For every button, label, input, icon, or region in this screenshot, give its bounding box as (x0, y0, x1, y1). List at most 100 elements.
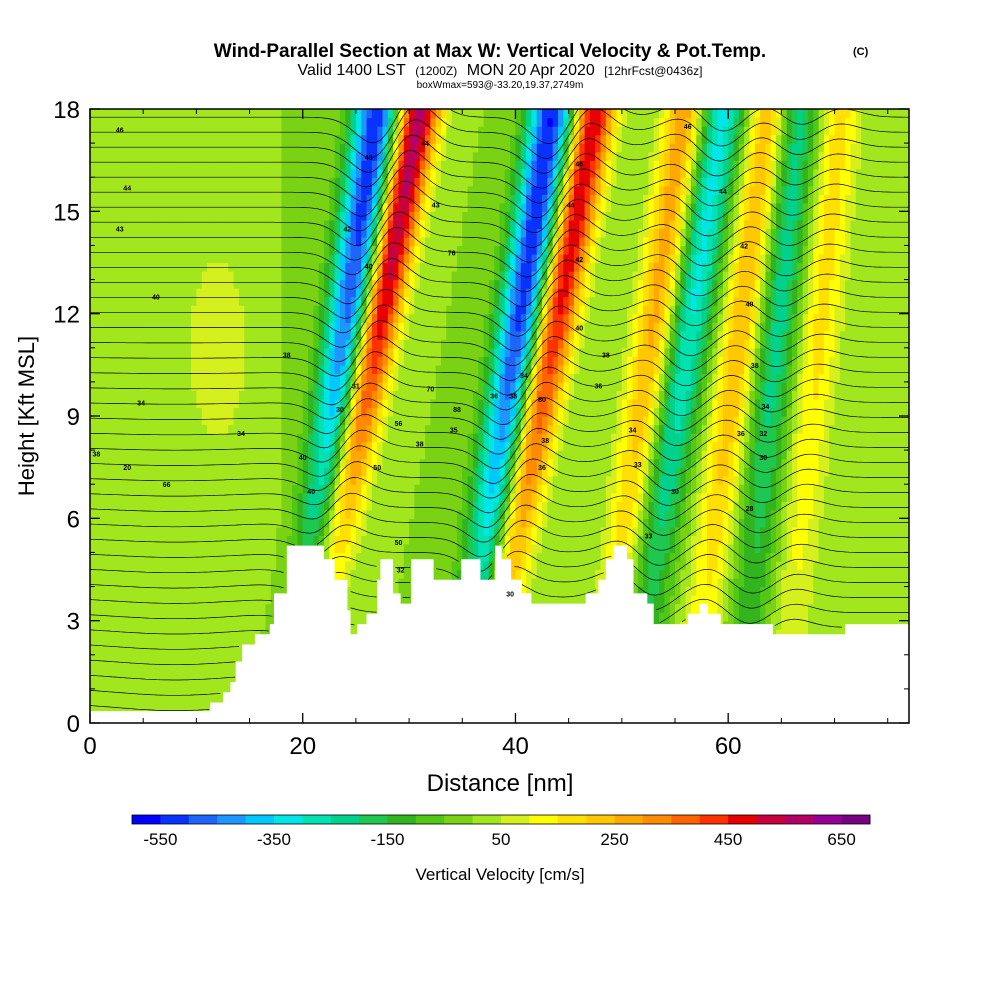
theta-label: 42 (575, 257, 583, 264)
subtitle-forecast: [12hrFcst@0436z] (604, 64, 702, 78)
y-axis-label: Height [Kft MSL] (14, 336, 39, 496)
colorbar: -550 -350 -150 50 250 450 650 (132, 815, 870, 849)
colorbar-swatch (189, 815, 218, 824)
copyright-mark: (C) (853, 46, 869, 58)
theta-label: 44 (421, 141, 429, 148)
subtitle-utc: (1200Z) (415, 64, 457, 78)
colorbar-swatch (274, 815, 303, 824)
theta-label: 50 (395, 540, 403, 547)
theta-label: 42 (344, 226, 352, 233)
colorbar-swatch (586, 815, 615, 824)
colorbar-label: Vertical Velocity [cm/s] (415, 865, 584, 884)
colorbar-swatch (246, 815, 275, 824)
theta-label: 43 (432, 203, 440, 210)
theta-label: 33 (645, 533, 653, 540)
theta-label: 38 (602, 353, 610, 360)
theta-label: 38 (93, 452, 101, 459)
x-tick-label: 60 (715, 733, 742, 760)
colorbar-swatch (615, 815, 644, 824)
theta-label: 43 (365, 155, 373, 162)
colorbar-tick-label: 50 (492, 830, 511, 849)
colorbar-swatch (558, 815, 587, 824)
theta-label: 36 (737, 431, 745, 438)
colorbar-tick-label: -150 (370, 830, 404, 849)
colorbar-swatch (728, 815, 757, 824)
theta-label: 38 (283, 353, 291, 360)
theta-label: 44 (567, 203, 575, 210)
y-tick-label: 9 (67, 404, 80, 431)
theta-label: 30 (506, 591, 514, 598)
colorbar-tick-label: 450 (714, 830, 742, 849)
colorbar-tick-label: 650 (827, 830, 855, 849)
colorbar-swatch (331, 815, 360, 824)
colorbar-swatch (160, 815, 189, 824)
chart-subtitle: Valid 1400 LST (1200Z) MON 20 Apr 2020 [… (298, 62, 703, 79)
theta-label: 36 (595, 383, 603, 390)
theta-label: 38 (509, 394, 517, 401)
colorbar-swatch (700, 815, 729, 824)
colorbar-swatch (643, 815, 672, 824)
colorbar-swatch (359, 815, 388, 824)
theta-label: 35 (450, 428, 458, 435)
theta-label: 32 (397, 568, 405, 575)
x-tick-label: 40 (502, 733, 529, 760)
colorbar-tick-label: -550 (143, 830, 177, 849)
colorbar-swatch (444, 815, 473, 824)
info-line: boxWmax=593@-33.20,19.37,2749m (417, 80, 584, 91)
theta-label: 32 (759, 431, 767, 438)
y-tick-label: 3 (67, 609, 80, 636)
y-tick-label: 12 (53, 302, 80, 329)
colorbar-swatch (671, 815, 700, 824)
colorbar-swatch (756, 815, 785, 824)
theta-label: 40 (307, 489, 315, 496)
colorbar-swatch (217, 815, 246, 824)
theta-label: 50 (373, 465, 381, 472)
colorbar-swatch (529, 815, 558, 824)
x-axis-label: Distance [nm] (427, 770, 574, 797)
theta-label: 20 (123, 465, 131, 472)
theta-label: 34 (237, 431, 245, 438)
theta-label: 56 (395, 421, 403, 428)
theta-label: 34 (137, 400, 145, 407)
theta-label: 34 (762, 404, 770, 411)
theta-label: 44 (123, 186, 131, 193)
theta-label: 44 (719, 189, 727, 196)
theta-label: 46 (116, 128, 124, 135)
theta-label: 38 (541, 438, 549, 445)
colorbar-swatch (785, 815, 814, 824)
theta-label: 28 (746, 506, 754, 513)
theta-label: 36 (490, 394, 498, 401)
theta-label: 30 (671, 489, 679, 496)
subtitle-date: MON 20 Apr 2020 (467, 62, 595, 79)
colorbar-swatch (132, 815, 161, 824)
theta-label: 33 (634, 462, 642, 469)
theta-label: 31 (352, 383, 360, 390)
theta-label: 66 (163, 482, 171, 489)
theta-label: 34 (629, 428, 637, 435)
theta-label: 38 (416, 441, 424, 448)
colorbar-swatch (842, 815, 871, 824)
theta-label: 34 (520, 373, 528, 380)
y-tick-label: 18 (53, 97, 80, 124)
y-tick-label: 0 (67, 711, 80, 738)
theta-label: 70 (427, 387, 435, 394)
colorbar-swatch (387, 815, 416, 824)
theta-label: 40 (299, 455, 307, 462)
x-tick-label: 20 (289, 733, 316, 760)
colorbar-tick-label: 250 (600, 830, 628, 849)
chart-title: Wind-Parallel Section at Max W: Vertical… (214, 41, 766, 62)
colorbar-swatch (501, 815, 530, 824)
x-tick-label: 0 (83, 733, 96, 760)
theta-label: 76 (448, 250, 456, 257)
y-tick-label: 6 (67, 506, 80, 533)
theta-label: 30 (759, 455, 767, 462)
theta-label: 40 (365, 264, 373, 271)
colorbar-tick-label: -350 (257, 830, 291, 849)
theta-label: 88 (453, 407, 461, 414)
colorbar-swatch (416, 815, 445, 824)
theta-label: 40 (575, 325, 583, 332)
theta-label: 42 (740, 243, 748, 250)
colorbar-swatch (473, 815, 502, 824)
